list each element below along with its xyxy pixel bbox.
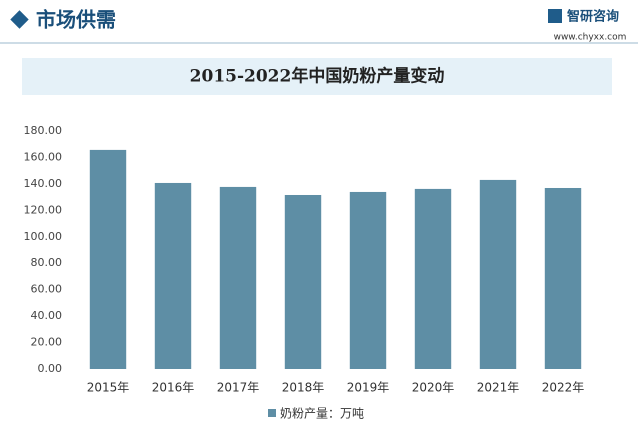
- bar: [349, 191, 387, 369]
- y-tick-label: 60.00: [31, 283, 63, 296]
- x-tick-label: 2016年: [152, 381, 195, 395]
- y-tick-label: 40.00: [31, 309, 63, 322]
- brand-logo: [548, 9, 562, 23]
- brand-site: www.chyxx.com: [554, 33, 627, 43]
- x-tick-label: 2021年: [477, 381, 520, 395]
- bar: [479, 179, 517, 369]
- x-tick-label: 2019年: [347, 381, 390, 395]
- legend-label: 奶粉产量：万吨: [280, 407, 364, 421]
- y-tick-label: 120.00: [24, 203, 63, 216]
- y-tick-label: 0.00: [38, 362, 63, 375]
- header-icon: [10, 10, 29, 29]
- bar: [219, 186, 257, 369]
- x-tick-label: 2015年: [87, 381, 130, 395]
- y-tick-label: 160.00: [24, 150, 63, 163]
- y-tick-label: 180.00: [24, 124, 63, 137]
- chart-title: 2015-2022年中国奶粉产量变动: [190, 66, 445, 87]
- y-tick-label: 100.00: [24, 230, 63, 243]
- y-tick-label: 20.00: [31, 336, 63, 349]
- brand-name: 智研咨询: [567, 9, 619, 25]
- y-tick-label: 140.00: [24, 177, 63, 190]
- bar: [284, 194, 322, 369]
- bar: [154, 182, 192, 369]
- x-tick-label: 2020年: [412, 381, 455, 395]
- y-tick-label: 80.00: [31, 256, 63, 269]
- x-tick-label: 2022年: [542, 381, 585, 395]
- bar: [414, 188, 452, 369]
- section-title: 市场供需: [36, 8, 116, 32]
- title-band: [22, 58, 612, 95]
- legend-swatch: [268, 409, 276, 417]
- x-tick-label: 2018年: [282, 381, 325, 395]
- x-tick-label: 2017年: [217, 381, 260, 395]
- bar: [544, 187, 582, 369]
- bar: [89, 149, 127, 369]
